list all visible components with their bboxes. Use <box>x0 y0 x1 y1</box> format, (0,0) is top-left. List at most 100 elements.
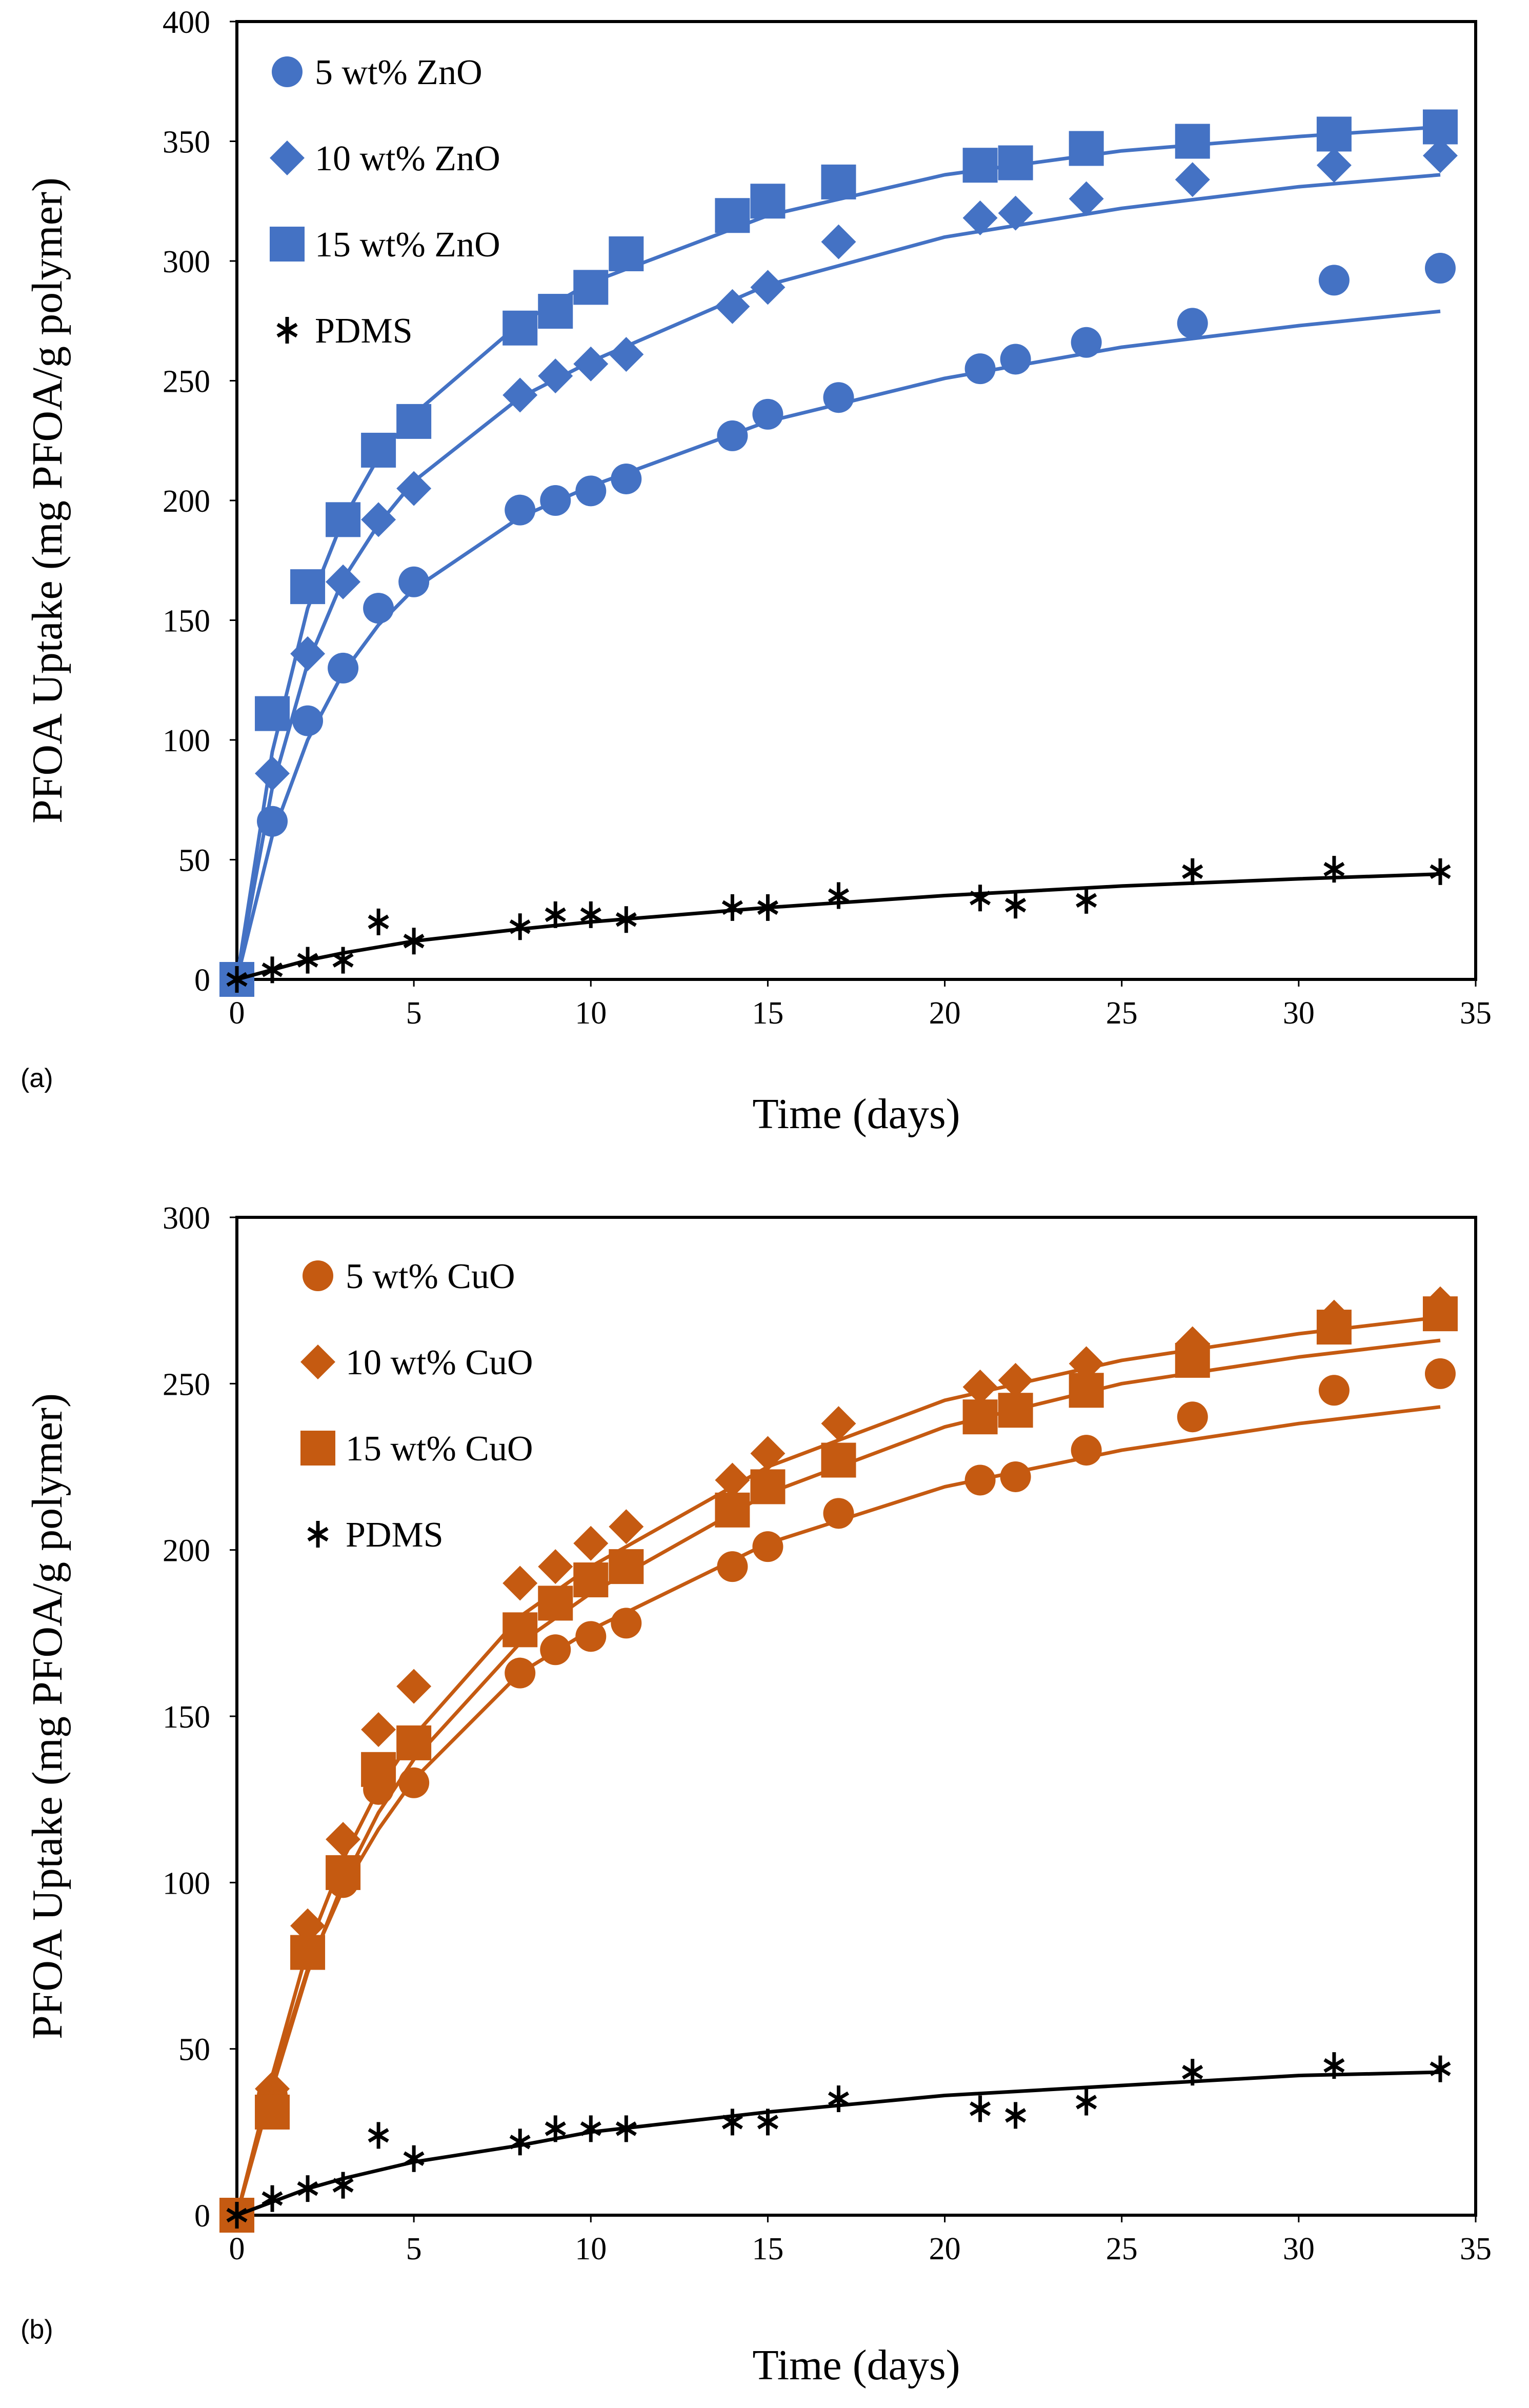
data-point <box>361 1712 396 1747</box>
data-point <box>1000 344 1031 375</box>
data-point <box>998 195 1033 231</box>
data-point <box>573 346 609 382</box>
data-point <box>1177 308 1208 339</box>
data-point <box>964 1464 996 1496</box>
legend-marker-15-wt-cuo <box>300 1431 335 1466</box>
x-tick-label: 35 <box>1460 996 1492 1031</box>
data-point <box>1422 1296 1458 1332</box>
data-point <box>828 2085 850 2112</box>
data-point <box>226 966 248 993</box>
series-15-wt-zno <box>219 109 1458 997</box>
legend-label: 10 wt% CuO <box>346 1343 533 1382</box>
data-point <box>1069 1373 1104 1408</box>
data-point <box>717 420 748 451</box>
data-point <box>398 566 430 597</box>
data-point <box>1005 892 1027 919</box>
data-point <box>717 1551 748 1582</box>
chart-panel-b: 0 5 10 15 20 25 30 35 0 50 100 150 200 250 300 Time (da… <box>21 1201 1492 2389</box>
data-point <box>998 1393 1033 1428</box>
x-axis-title: Time (days) <box>752 1090 960 1138</box>
data-point <box>1175 124 1210 159</box>
data-point <box>509 913 531 940</box>
legend: 5 wt% CuO 10 wt% CuO 15 wt% CuO PDMS <box>300 1257 533 1555</box>
legend-marker-5-wt-zno <box>272 56 303 87</box>
x-tick-label: 0 <box>229 996 245 1031</box>
data-point <box>1071 1435 1102 1466</box>
legend-label: 15 wt% ZnO <box>315 225 500 265</box>
chart-panel-a: 0 5 10 15 20 25 30 35050100150200250300350400Ti… <box>21 5 1492 1138</box>
data-point <box>396 471 432 506</box>
data-point <box>505 1657 536 1689</box>
legend-marker-15-wt-zno <box>270 227 305 262</box>
data-point <box>1316 116 1352 152</box>
y-tick-label: 300 <box>163 245 210 279</box>
legend-marker-pdms <box>307 1521 329 1548</box>
data-point <box>328 652 359 684</box>
data-point <box>721 2109 743 2136</box>
data-point <box>611 1608 642 1639</box>
data-point <box>502 1612 538 1648</box>
y-tick-label: 200 <box>163 1534 210 1569</box>
series-pdms <box>226 2052 1451 2229</box>
data-point <box>615 2115 637 2142</box>
series-5-wt-zno <box>222 253 1456 995</box>
data-point <box>538 358 573 394</box>
data-point <box>332 2172 354 2199</box>
data-point <box>403 2145 425 2172</box>
data-point <box>1316 1310 1352 1345</box>
data-point <box>361 1752 396 1787</box>
data-point <box>540 485 571 516</box>
panel-label: (a) <box>21 1063 53 1093</box>
data-point <box>1316 148 1352 183</box>
y-tick-label: 250 <box>163 1367 210 1402</box>
data-point <box>580 901 601 928</box>
data-point <box>757 2109 778 2136</box>
x-tick-label: 10 <box>575 996 607 1031</box>
data-point <box>1177 1401 1208 1433</box>
data-point <box>1000 1461 1031 1492</box>
legend-label: PDMS <box>346 1515 444 1555</box>
data-point <box>750 184 786 219</box>
x-tick-label: 0 <box>229 2232 245 2266</box>
y-tick-label: 50 <box>178 844 210 878</box>
legend-marker-10-wt-zno <box>270 141 305 175</box>
data-point <box>1323 2052 1345 2079</box>
data-point <box>752 398 783 430</box>
data-point <box>609 1509 644 1544</box>
data-point <box>1175 162 1210 197</box>
data-point <box>573 1562 609 1598</box>
data-point <box>502 310 538 346</box>
data-point <box>1182 858 1203 885</box>
data-point <box>398 1767 430 1798</box>
data-point <box>538 294 573 329</box>
legend-marker-pdms <box>276 317 298 344</box>
data-point <box>823 382 854 413</box>
data-point <box>502 1566 538 1601</box>
data-point <box>1422 138 1458 173</box>
data-point <box>998 1362 1033 1398</box>
data-point <box>715 1462 750 1498</box>
data-point <box>828 882 850 909</box>
x-tick-label: 15 <box>752 996 783 1031</box>
data-point <box>1071 327 1102 358</box>
data-point <box>540 1634 571 1665</box>
legend-label: 15 wt% CuO <box>346 1429 533 1469</box>
data-point <box>326 564 361 599</box>
data-point <box>326 1822 361 1857</box>
data-point <box>715 1492 750 1528</box>
data-point <box>823 1498 854 1529</box>
data-point <box>396 1669 432 1704</box>
data-point <box>573 1526 609 1561</box>
data-point <box>396 404 432 439</box>
y-tick-label: 200 <box>163 484 210 519</box>
data-point <box>1430 2055 1451 2082</box>
data-point <box>715 198 750 233</box>
data-point <box>255 756 290 791</box>
data-point <box>226 2202 248 2229</box>
data-point <box>545 901 566 928</box>
y-tick-label: 100 <box>163 1866 210 1901</box>
legend-marker-10-wt-cuo <box>300 1345 335 1379</box>
y-tick-label: 50 <box>178 2033 210 2068</box>
data-point <box>1422 109 1458 145</box>
x-tick-label: 15 <box>752 2232 783 2266</box>
